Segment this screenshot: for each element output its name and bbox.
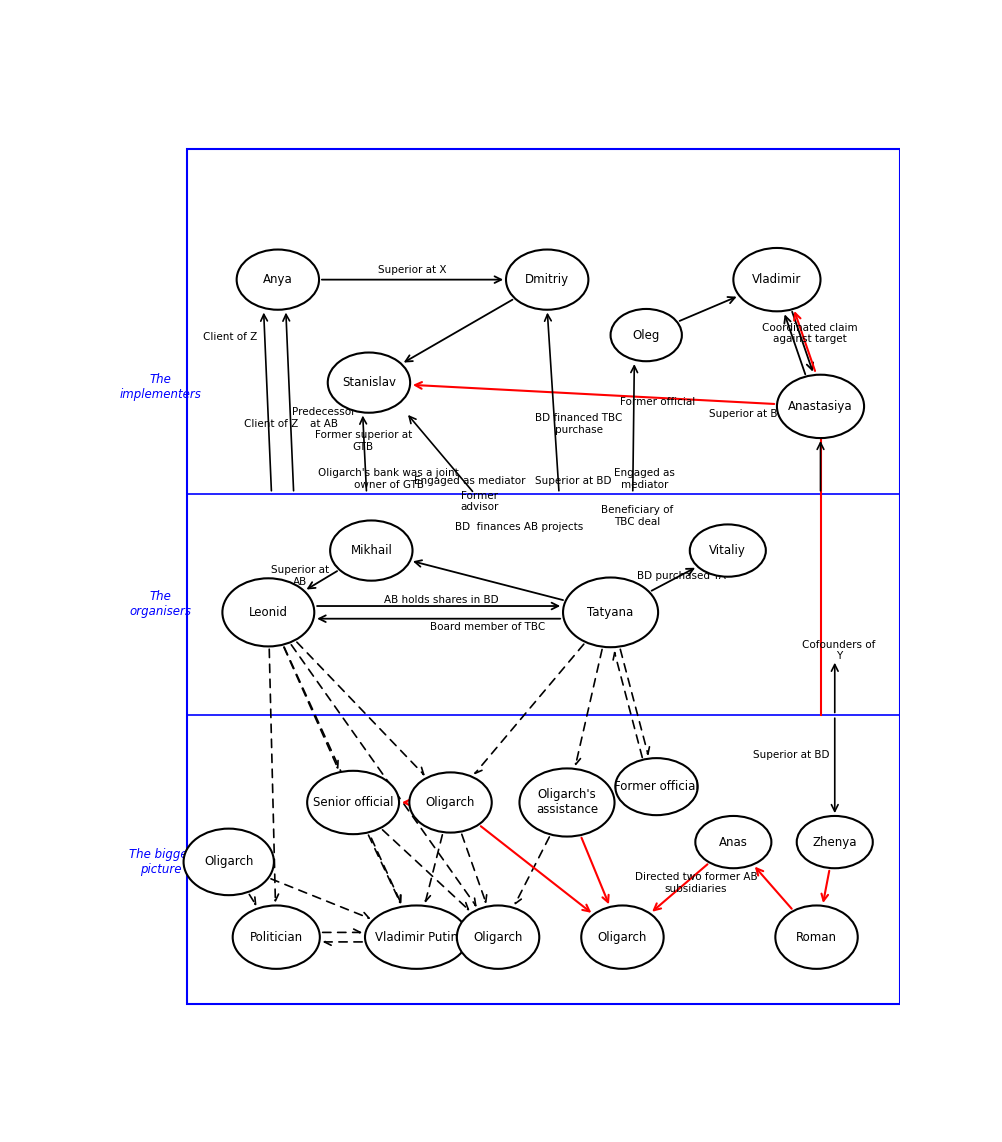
Text: Engaged as
mediator: Engaged as mediator	[614, 468, 675, 490]
Text: Anastasiya: Anastasiya	[789, 400, 853, 413]
Ellipse shape	[232, 906, 320, 968]
Ellipse shape	[410, 772, 492, 833]
Text: Engaged as mediator: Engaged as mediator	[414, 476, 525, 485]
Text: Former superior at
GTB: Former superior at GTB	[315, 431, 412, 452]
Text: Cofounders of
Y: Cofounders of Y	[802, 640, 876, 661]
Text: Former official: Former official	[620, 397, 695, 408]
Text: Oleg: Oleg	[632, 329, 660, 341]
Ellipse shape	[236, 250, 319, 309]
Text: Stanislav: Stanislav	[342, 376, 396, 389]
Text: Anya: Anya	[263, 273, 293, 287]
Text: Vladimir Putin: Vladimir Putin	[375, 931, 458, 943]
Text: Coordinated claim
against target: Coordinated claim against target	[763, 323, 858, 344]
Ellipse shape	[183, 829, 274, 895]
Ellipse shape	[328, 353, 410, 412]
Text: Anas: Anas	[718, 836, 747, 849]
Ellipse shape	[519, 769, 614, 837]
Text: Zhenya: Zhenya	[813, 836, 857, 849]
Text: BD  finances AB projects: BD finances AB projects	[455, 522, 583, 532]
Text: Client of Z: Client of Z	[244, 419, 299, 428]
Text: Superior at BD: Superior at BD	[535, 476, 611, 485]
Ellipse shape	[733, 248, 821, 312]
Text: Tatyana: Tatyana	[587, 606, 633, 619]
Text: AB holds shares in BD: AB holds shares in BD	[384, 595, 498, 605]
Ellipse shape	[776, 906, 858, 968]
Ellipse shape	[222, 578, 315, 646]
Text: Directed two former AB
subsidiaries: Directed two former AB subsidiaries	[635, 872, 758, 894]
Text: Oligarch's
assistance: Oligarch's assistance	[536, 788, 598, 817]
Ellipse shape	[457, 906, 539, 968]
Text: Leonid: Leonid	[248, 606, 288, 619]
Text: Former official: Former official	[614, 780, 698, 794]
Text: Senior official: Senior official	[313, 796, 394, 809]
Text: BD financed TBC
purchase: BD financed TBC purchase	[535, 413, 622, 435]
Text: Superior at BD: Superior at BD	[753, 750, 830, 759]
Ellipse shape	[330, 521, 413, 580]
Ellipse shape	[581, 906, 663, 968]
Text: Beneficiary of
TBC deal: Beneficiary of TBC deal	[600, 505, 672, 526]
Text: Former
advisor: Former advisor	[461, 491, 499, 513]
Text: Superior at X: Superior at X	[379, 265, 447, 275]
Text: Roman: Roman	[796, 931, 837, 943]
Text: Oligarch's bank was a joint
owner of GTB: Oligarch's bank was a joint owner of GTB	[319, 468, 459, 490]
Text: The bigger
picture: The bigger picture	[129, 847, 192, 876]
Text: Oligarch: Oligarch	[473, 931, 523, 943]
Text: The
implementers: The implementers	[119, 372, 201, 401]
Text: Oligarch: Oligarch	[426, 796, 475, 809]
Text: Mikhail: Mikhail	[351, 544, 392, 557]
Text: Client of Z: Client of Z	[203, 331, 258, 341]
Text: BD purchased TA: BD purchased TA	[637, 571, 726, 581]
Ellipse shape	[563, 578, 658, 648]
Ellipse shape	[777, 375, 864, 439]
Ellipse shape	[689, 524, 766, 577]
Text: Board member of TBC: Board member of TBC	[430, 621, 545, 632]
Text: Vladimir: Vladimir	[753, 273, 802, 287]
Ellipse shape	[365, 906, 468, 968]
Text: Vitaliy: Vitaliy	[709, 544, 746, 557]
Text: Superior at
AB: Superior at AB	[271, 565, 329, 587]
Text: Superior at BD: Superior at BD	[708, 409, 786, 419]
Text: Politician: Politician	[249, 931, 303, 943]
Text: The
organisers: The organisers	[129, 590, 191, 619]
Ellipse shape	[308, 771, 399, 834]
Ellipse shape	[610, 309, 682, 361]
Text: Oligarch: Oligarch	[204, 855, 254, 868]
Text: Oligarch: Oligarch	[598, 931, 647, 943]
Text: Dmitriy: Dmitriy	[525, 273, 569, 287]
Ellipse shape	[615, 758, 697, 815]
Ellipse shape	[797, 815, 873, 868]
Ellipse shape	[506, 250, 588, 309]
Ellipse shape	[695, 815, 772, 868]
Text: Predecessor
at AB: Predecessor at AB	[292, 408, 356, 429]
